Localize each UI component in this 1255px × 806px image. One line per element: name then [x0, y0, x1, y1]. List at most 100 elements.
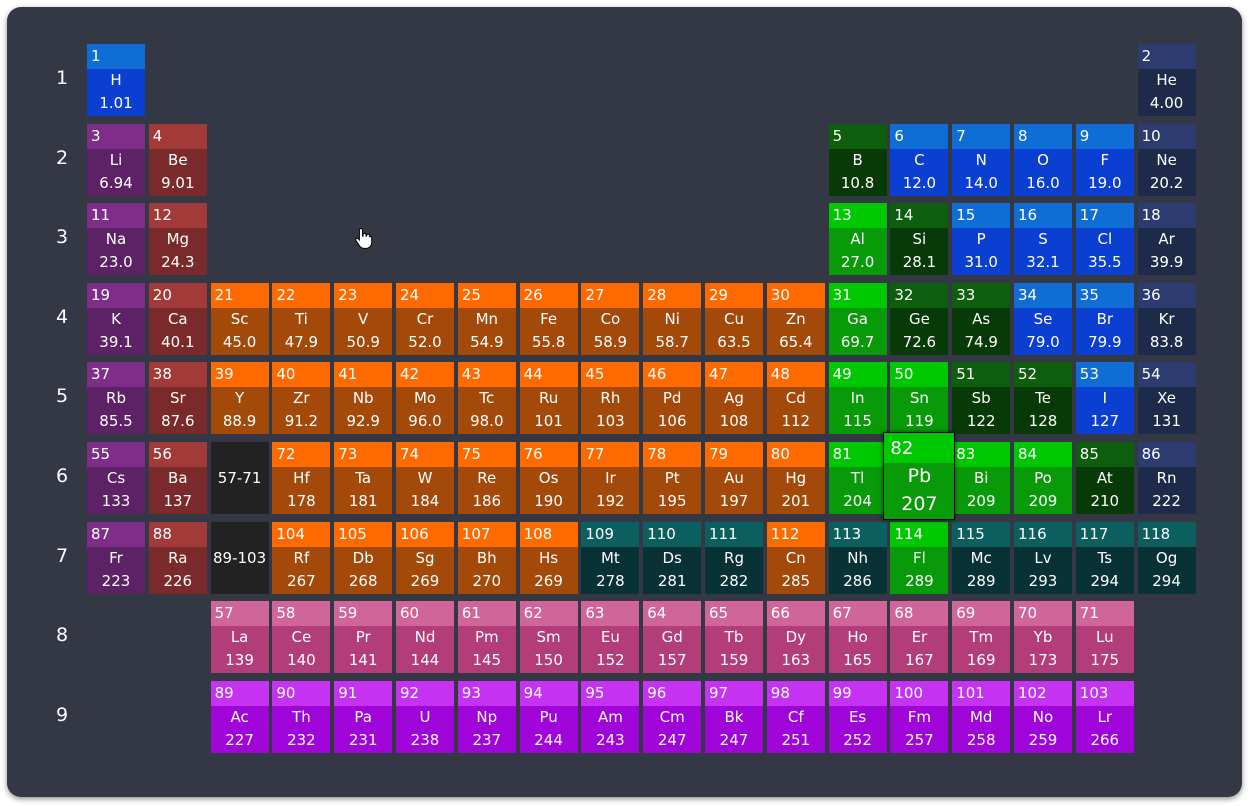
element-cell-b[interactable]: 5 B 10.8	[828, 123, 887, 196]
element-cell-sm[interactable]: 62 Sm 150	[519, 601, 578, 674]
element-cell-hg[interactable]: 80 Hg 201	[766, 442, 825, 514]
element-cell-am[interactable]: 95 Am 243	[581, 680, 640, 753]
element-cell-be[interactable]: 4 Be 9.01	[148, 123, 207, 196]
element-cell-rg[interactable]: 111 Rg 282	[705, 521, 763, 594]
element-cell-ag[interactable]: 47 Ag 108	[705, 362, 763, 435]
element-cell-ra[interactable]: 88 Ra 226	[148, 521, 207, 594]
element-cell-tm[interactable]: 69 Tm 169	[952, 601, 1011, 674]
element-cell-k[interactable]: 19 K 39.1	[87, 282, 145, 355]
element-cell-tl[interactable]: 81 Tl 204	[828, 442, 887, 514]
element-cell-cf[interactable]: 98 Cf 251	[766, 680, 825, 753]
element-cell-po[interactable]: 84 Po 209	[1014, 442, 1072, 514]
element-cell-ge[interactable]: 32 Ge 72.6	[890, 282, 949, 355]
series-placeholder-57-71[interactable]: 57-71	[210, 442, 269, 514]
element-cell-p[interactable]: 15 P 31.0	[952, 203, 1011, 276]
element-cell-bh[interactable]: 107 Bh 270	[457, 521, 516, 594]
element-cell-c[interactable]: 6 C 12.0	[890, 123, 949, 196]
element-cell-pu[interactable]: 94 Pu 244	[519, 680, 578, 753]
element-cell-ts[interactable]: 117 Ts 294	[1075, 521, 1134, 594]
element-cell-mn[interactable]: 25 Mn 54.9	[457, 282, 516, 355]
element-cell-li[interactable]: 3 Li 6.94	[87, 123, 145, 196]
element-cell-se[interactable]: 34 Se 79.0	[1014, 282, 1072, 355]
element-cell-er[interactable]: 68 Er 167	[890, 601, 949, 674]
element-cell-no[interactable]: 102 No 259	[1014, 680, 1072, 753]
element-cell-ho[interactable]: 67 Ho 165	[828, 601, 887, 674]
element-cell-rf[interactable]: 104 Rf 267	[272, 521, 331, 594]
element-cell-he[interactable]: 2 He 4.00	[1137, 44, 1196, 116]
element-cell-cu[interactable]: 29 Cu 63.5	[705, 282, 763, 355]
element-cell-cn[interactable]: 112 Cn 285	[766, 521, 825, 594]
element-cell-tb[interactable]: 65 Tb 159	[705, 601, 763, 674]
element-cell-nh[interactable]: 113 Nh 286	[828, 521, 887, 594]
element-cell-s[interactable]: 16 S 32.1	[1014, 203, 1072, 276]
element-cell-mo[interactable]: 42 Mo 96.0	[396, 362, 454, 435]
element-cell-og[interactable]: 118 Og 294	[1137, 521, 1196, 594]
element-cell-na[interactable]: 11 Na 23.0	[87, 203, 145, 276]
element-cell-ar[interactable]: 18 Ar 39.9	[1137, 203, 1196, 276]
element-cell-lu[interactable]: 71 Lu 175	[1075, 601, 1134, 674]
element-cell-th[interactable]: 90 Th 232	[272, 680, 331, 753]
element-cell-y[interactable]: 39 Y 88.9	[210, 362, 269, 435]
element-cell-pr[interactable]: 59 Pr 141	[334, 601, 393, 674]
element-cell-ti[interactable]: 22 Ti 47.9	[272, 282, 331, 355]
element-cell-md[interactable]: 101 Md 258	[952, 680, 1011, 753]
element-cell-n[interactable]: 7 N 14.0	[952, 123, 1011, 196]
element-cell-mc[interactable]: 115 Mc 289	[952, 521, 1011, 594]
element-cell-tc[interactable]: 43 Tc 98.0	[457, 362, 516, 435]
element-cell-nb[interactable]: 41 Nb 92.9	[334, 362, 393, 435]
element-cell-bi[interactable]: 83 Bi 209	[952, 442, 1011, 514]
element-cell-gd[interactable]: 64 Gd 157	[643, 601, 702, 674]
element-cell-sb[interactable]: 51 Sb 122	[952, 362, 1011, 435]
element-cell-ga[interactable]: 31 Ga 69.7	[828, 282, 887, 355]
element-cell-es[interactable]: 99 Es 252	[828, 680, 887, 753]
element-cell-ce[interactable]: 58 Ce 140	[272, 601, 331, 674]
element-cell-br[interactable]: 35 Br 79.9	[1075, 282, 1134, 355]
element-cell-i[interactable]: 53 I 127	[1075, 362, 1134, 435]
element-cell-fe[interactable]: 26 Fe 55.8	[519, 282, 578, 355]
element-cell-hs[interactable]: 108 Hs 269	[519, 521, 578, 594]
element-cell-mt[interactable]: 109 Mt 278	[581, 521, 640, 594]
element-cell-ca[interactable]: 20 Ca 40.1	[148, 282, 207, 355]
element-cell-w[interactable]: 74 W 184	[396, 442, 454, 514]
element-cell-ir[interactable]: 77 Ir 192	[581, 442, 640, 514]
element-cell-te[interactable]: 52 Te 128	[1014, 362, 1072, 435]
element-cell-fl[interactable]: 114 Fl 289	[890, 521, 949, 594]
element-cell-bk[interactable]: 97 Bk 247	[705, 680, 763, 753]
element-cell-cr[interactable]: 24 Cr 52.0	[396, 282, 454, 355]
element-cell-o[interactable]: 8 O 16.0	[1014, 123, 1072, 196]
element-cell-eu[interactable]: 63 Eu 152	[581, 601, 640, 674]
element-cell-yb[interactable]: 70 Yb 173	[1014, 601, 1072, 674]
element-cell-rn[interactable]: 86 Rn 222	[1137, 442, 1196, 514]
element-cell-ni[interactable]: 28 Ni 58.7	[643, 282, 702, 355]
element-cell-pt[interactable]: 78 Pt 195	[643, 442, 702, 514]
element-cell-sg[interactable]: 106 Sg 269	[396, 521, 454, 594]
element-cell-in[interactable]: 49 In 115	[828, 362, 887, 435]
element-cell-la[interactable]: 57 La 139	[210, 601, 269, 674]
element-cell-ac[interactable]: 89 Ac 227	[210, 680, 269, 753]
element-cell-co[interactable]: 27 Co 58.9	[581, 282, 640, 355]
element-cell-u[interactable]: 92 U 238	[396, 680, 454, 753]
element-cell-ne[interactable]: 10 Ne 20.2	[1137, 123, 1196, 196]
element-cell-ba[interactable]: 56 Ba 137	[148, 442, 207, 514]
element-cell-pb[interactable]: 82 Pb 207	[883, 432, 956, 520]
element-cell-fm[interactable]: 100 Fm 257	[890, 680, 949, 753]
element-cell-mg[interactable]: 12 Mg 24.3	[148, 203, 207, 276]
element-cell-zr[interactable]: 40 Zr 91.2	[272, 362, 331, 435]
element-cell-rb[interactable]: 37 Rb 85.5	[87, 362, 145, 435]
element-cell-rh[interactable]: 45 Rh 103	[581, 362, 640, 435]
element-cell-xe[interactable]: 54 Xe 131	[1137, 362, 1196, 435]
element-cell-at[interactable]: 85 At 210	[1075, 442, 1134, 514]
series-placeholder-89-103[interactable]: 89-103	[210, 521, 269, 594]
element-cell-al[interactable]: 13 Al 27.0	[828, 203, 887, 276]
element-cell-lv[interactable]: 116 Lv 293	[1014, 521, 1072, 594]
element-cell-f[interactable]: 9 F 19.0	[1075, 123, 1134, 196]
element-cell-re[interactable]: 75 Re 186	[457, 442, 516, 514]
element-cell-pa[interactable]: 91 Pa 231	[334, 680, 393, 753]
element-cell-cm[interactable]: 96 Cm 247	[643, 680, 702, 753]
element-cell-si[interactable]: 14 Si 28.1	[890, 203, 949, 276]
element-cell-cd[interactable]: 48 Cd 112	[766, 362, 825, 435]
element-cell-db[interactable]: 105 Db 268	[334, 521, 393, 594]
element-cell-fr[interactable]: 87 Fr 223	[87, 521, 145, 594]
element-cell-au[interactable]: 79 Au 197	[705, 442, 763, 514]
element-cell-sn[interactable]: 50 Sn 119	[890, 362, 949, 435]
